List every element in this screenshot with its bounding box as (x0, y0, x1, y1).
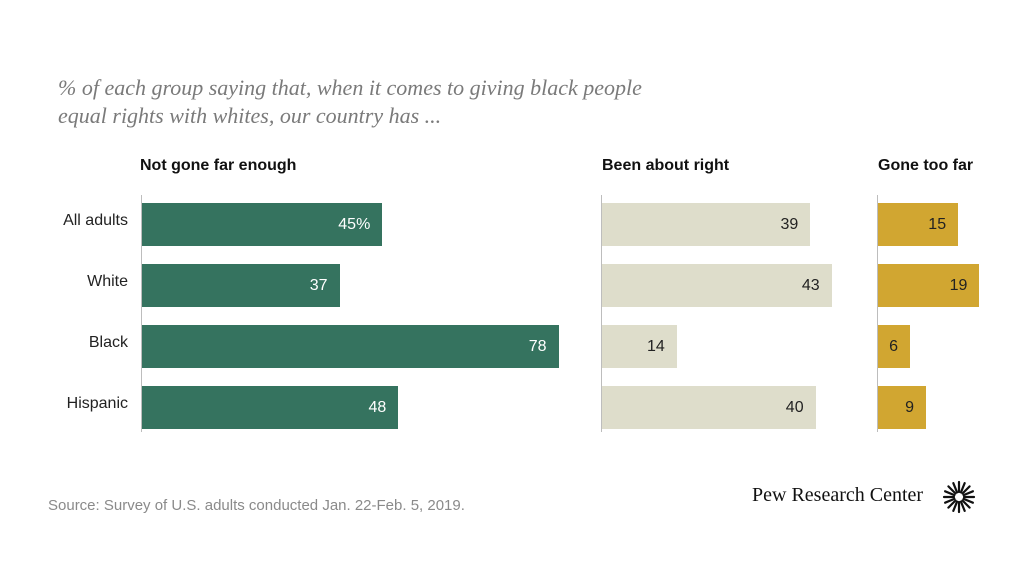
value-label-not-far-enough-all-adults: 45% (338, 216, 371, 233)
value-label-about-right-all-adults: 39 (780, 216, 799, 233)
value-label-too-far-black: 6 (889, 338, 899, 355)
axis-line-too-far (877, 195, 878, 432)
row-label-white: White (87, 273, 128, 290)
bar-not-far-enough-white (142, 264, 340, 307)
axis-line-about-right (601, 195, 602, 432)
bar-about-right-hispanic (602, 386, 816, 429)
pew-logo-icon (942, 480, 976, 514)
value-label-too-far-white: 19 (949, 277, 968, 294)
row-label-all-adults: All adults (63, 212, 128, 229)
bar-about-right-black (602, 325, 677, 368)
value-label-not-far-enough-hispanic: 48 (368, 399, 387, 416)
value-label-not-far-enough-white: 37 (309, 277, 328, 294)
value-label-about-right-white: 43 (801, 277, 820, 294)
bar-too-far-hispanic (878, 386, 927, 429)
column-title-about-right: Been about right (602, 157, 730, 174)
axis-line-not-far-enough (141, 195, 142, 432)
bar-not-far-enough-all-adults (142, 203, 383, 246)
value-label-not-far-enough-black: 78 (528, 338, 547, 355)
row-label-black: Black (88, 334, 128, 351)
value-label-too-far-hispanic: 9 (905, 399, 915, 416)
bar-too-far-all-adults (878, 203, 959, 246)
bar-not-far-enough-hispanic (142, 386, 399, 429)
bar-too-far-white (878, 264, 980, 307)
chart-subtitle: % of each group saying that, when it com… (58, 74, 758, 130)
bar-not-far-enough-black (142, 325, 559, 368)
subtitle-line-1: % of each group saying that, when it com… (58, 75, 642, 100)
brand-name: Pew Research Center (752, 484, 924, 506)
value-label-too-far-all-adults: 15 (928, 216, 947, 233)
row-label-hispanic: Hispanic (66, 395, 128, 412)
bar-about-right-white (602, 264, 832, 307)
value-label-about-right-black: 14 (646, 338, 665, 355)
bar-too-far-black (878, 325, 911, 368)
value-label-about-right-hispanic: 40 (785, 399, 804, 416)
column-title-not-far-enough: Not gone far enough (140, 157, 297, 174)
bar-about-right-all-adults (602, 203, 811, 246)
column-title-too-far: Gone too far (878, 157, 974, 174)
subtitle-line-2: equal rights with whites, our country ha… (58, 103, 442, 128)
source-note: Source: Survey of U.S. adults conducted … (48, 497, 465, 514)
